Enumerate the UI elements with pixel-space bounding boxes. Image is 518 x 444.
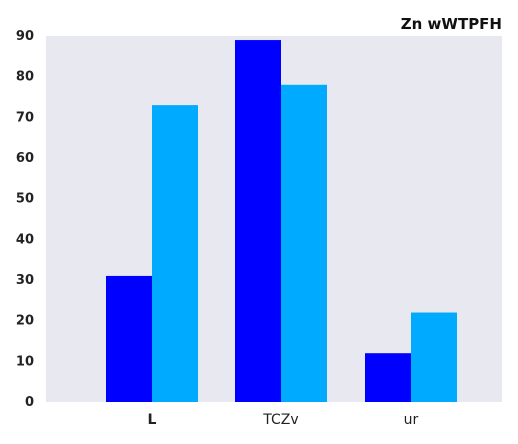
y-tick-label: 60 [16, 151, 34, 166]
chart-title: Zn wWTPFH [401, 15, 502, 33]
bars-group [106, 40, 457, 403]
y-tick-label: 10 [16, 354, 34, 369]
x-tick-label: L [148, 412, 157, 428]
x-axis: L TCZv ur [148, 412, 419, 428]
y-tick-label: 40 [16, 232, 34, 247]
x-tick-label: ur [404, 412, 419, 428]
bar-series-1 [235, 40, 281, 403]
bar-series-2 [281, 84, 327, 403]
bar-series-1 [365, 353, 411, 402]
y-tick-label: 30 [16, 273, 34, 288]
bar-series-1 [106, 275, 152, 402]
bar-series-2 [152, 105, 198, 402]
y-tick-label: 90 [16, 29, 34, 44]
y-tick-label: 70 [16, 110, 34, 125]
y-tick-label: 20 [16, 314, 34, 329]
y-tick-label: 50 [16, 192, 34, 207]
x-tick-label: TCZv [262, 412, 298, 428]
y-tick-label: 80 [16, 70, 34, 85]
bar-series-2 [411, 312, 457, 402]
y-axis: 0 10 20 30 40 50 60 70 80 90 [16, 29, 34, 410]
y-tick-label: 0 [25, 395, 34, 410]
